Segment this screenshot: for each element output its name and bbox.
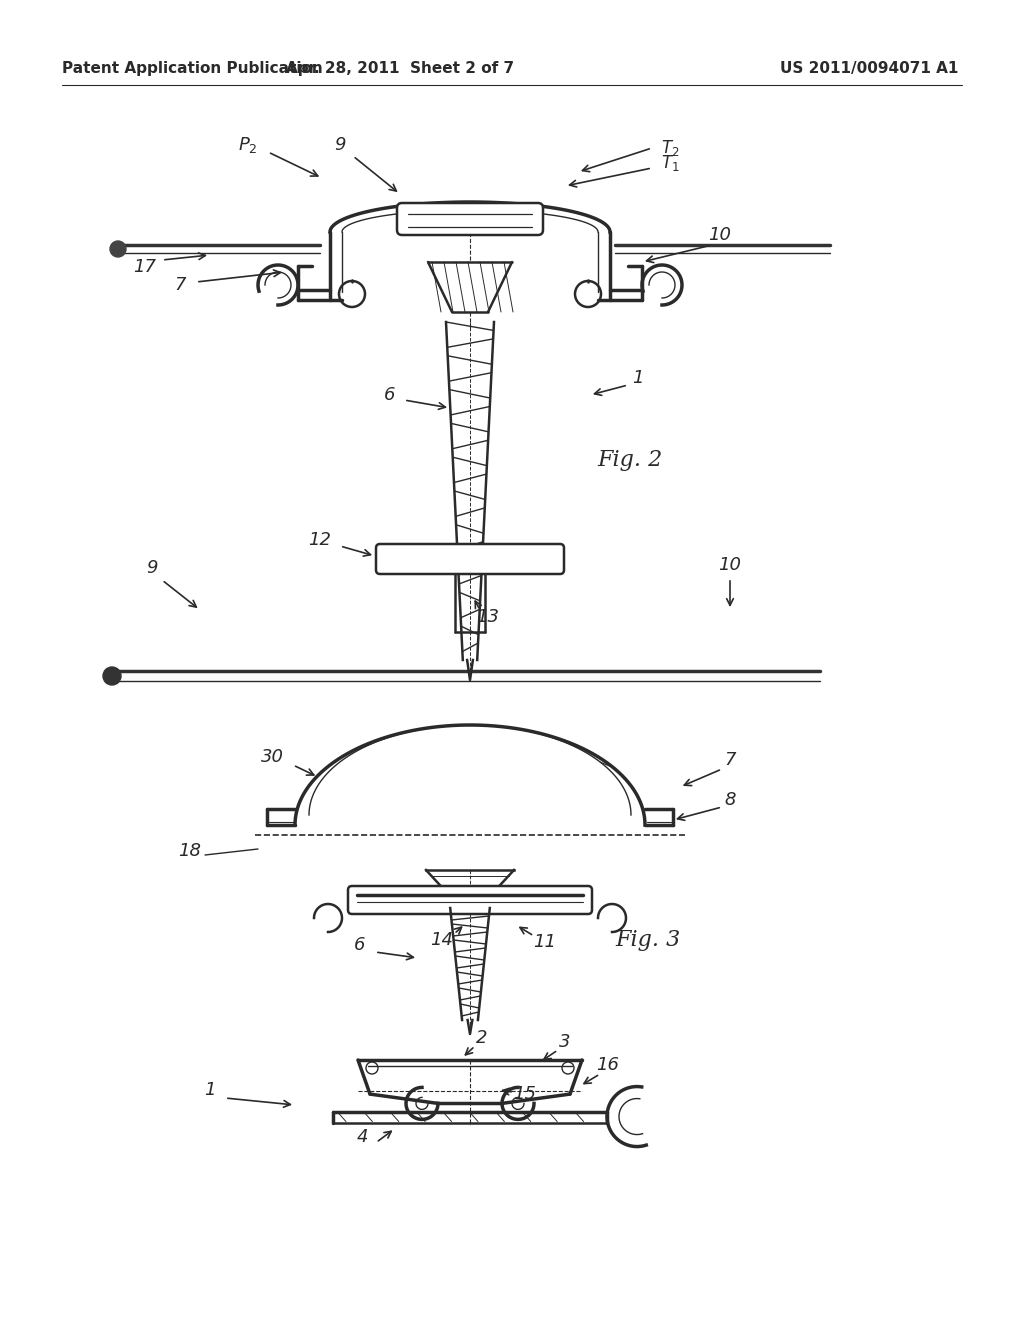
FancyBboxPatch shape: [397, 203, 543, 235]
Text: 10: 10: [719, 556, 741, 574]
Text: $T_1$: $T_1$: [660, 153, 679, 173]
Text: 6: 6: [384, 385, 395, 404]
Text: 12: 12: [308, 531, 332, 549]
Text: 3: 3: [559, 1034, 570, 1051]
Text: 30: 30: [260, 748, 284, 766]
Text: 14: 14: [430, 931, 454, 949]
Text: Fig. 3: Fig. 3: [615, 929, 681, 950]
Text: Fig. 2: Fig. 2: [597, 449, 663, 471]
Text: US 2011/0094071 A1: US 2011/0094071 A1: [780, 61, 958, 75]
Text: 7: 7: [724, 751, 736, 770]
Text: 16: 16: [597, 1056, 620, 1074]
Text: 18: 18: [178, 842, 202, 861]
Text: 10: 10: [709, 226, 731, 244]
Circle shape: [110, 242, 126, 257]
FancyBboxPatch shape: [348, 886, 592, 913]
Text: 11: 11: [534, 933, 556, 950]
Text: 7: 7: [174, 276, 185, 294]
Text: $P_2$: $P_2$: [239, 135, 258, 154]
Text: 15: 15: [513, 1085, 537, 1104]
FancyBboxPatch shape: [376, 544, 564, 574]
Text: $T_2$: $T_2$: [660, 139, 679, 158]
Text: 17: 17: [133, 257, 157, 276]
Text: 13: 13: [476, 609, 500, 626]
Text: Apr. 28, 2011  Sheet 2 of 7: Apr. 28, 2011 Sheet 2 of 7: [286, 61, 514, 75]
Text: 9: 9: [334, 136, 346, 154]
Text: 2: 2: [476, 1030, 487, 1047]
Text: 1: 1: [204, 1081, 216, 1100]
Text: 1: 1: [632, 370, 644, 387]
Text: 6: 6: [354, 936, 366, 954]
Text: 9: 9: [146, 558, 158, 577]
Text: 4: 4: [356, 1127, 368, 1146]
Text: 8: 8: [724, 791, 736, 809]
Circle shape: [103, 667, 121, 685]
Text: Patent Application Publication: Patent Application Publication: [62, 61, 323, 75]
